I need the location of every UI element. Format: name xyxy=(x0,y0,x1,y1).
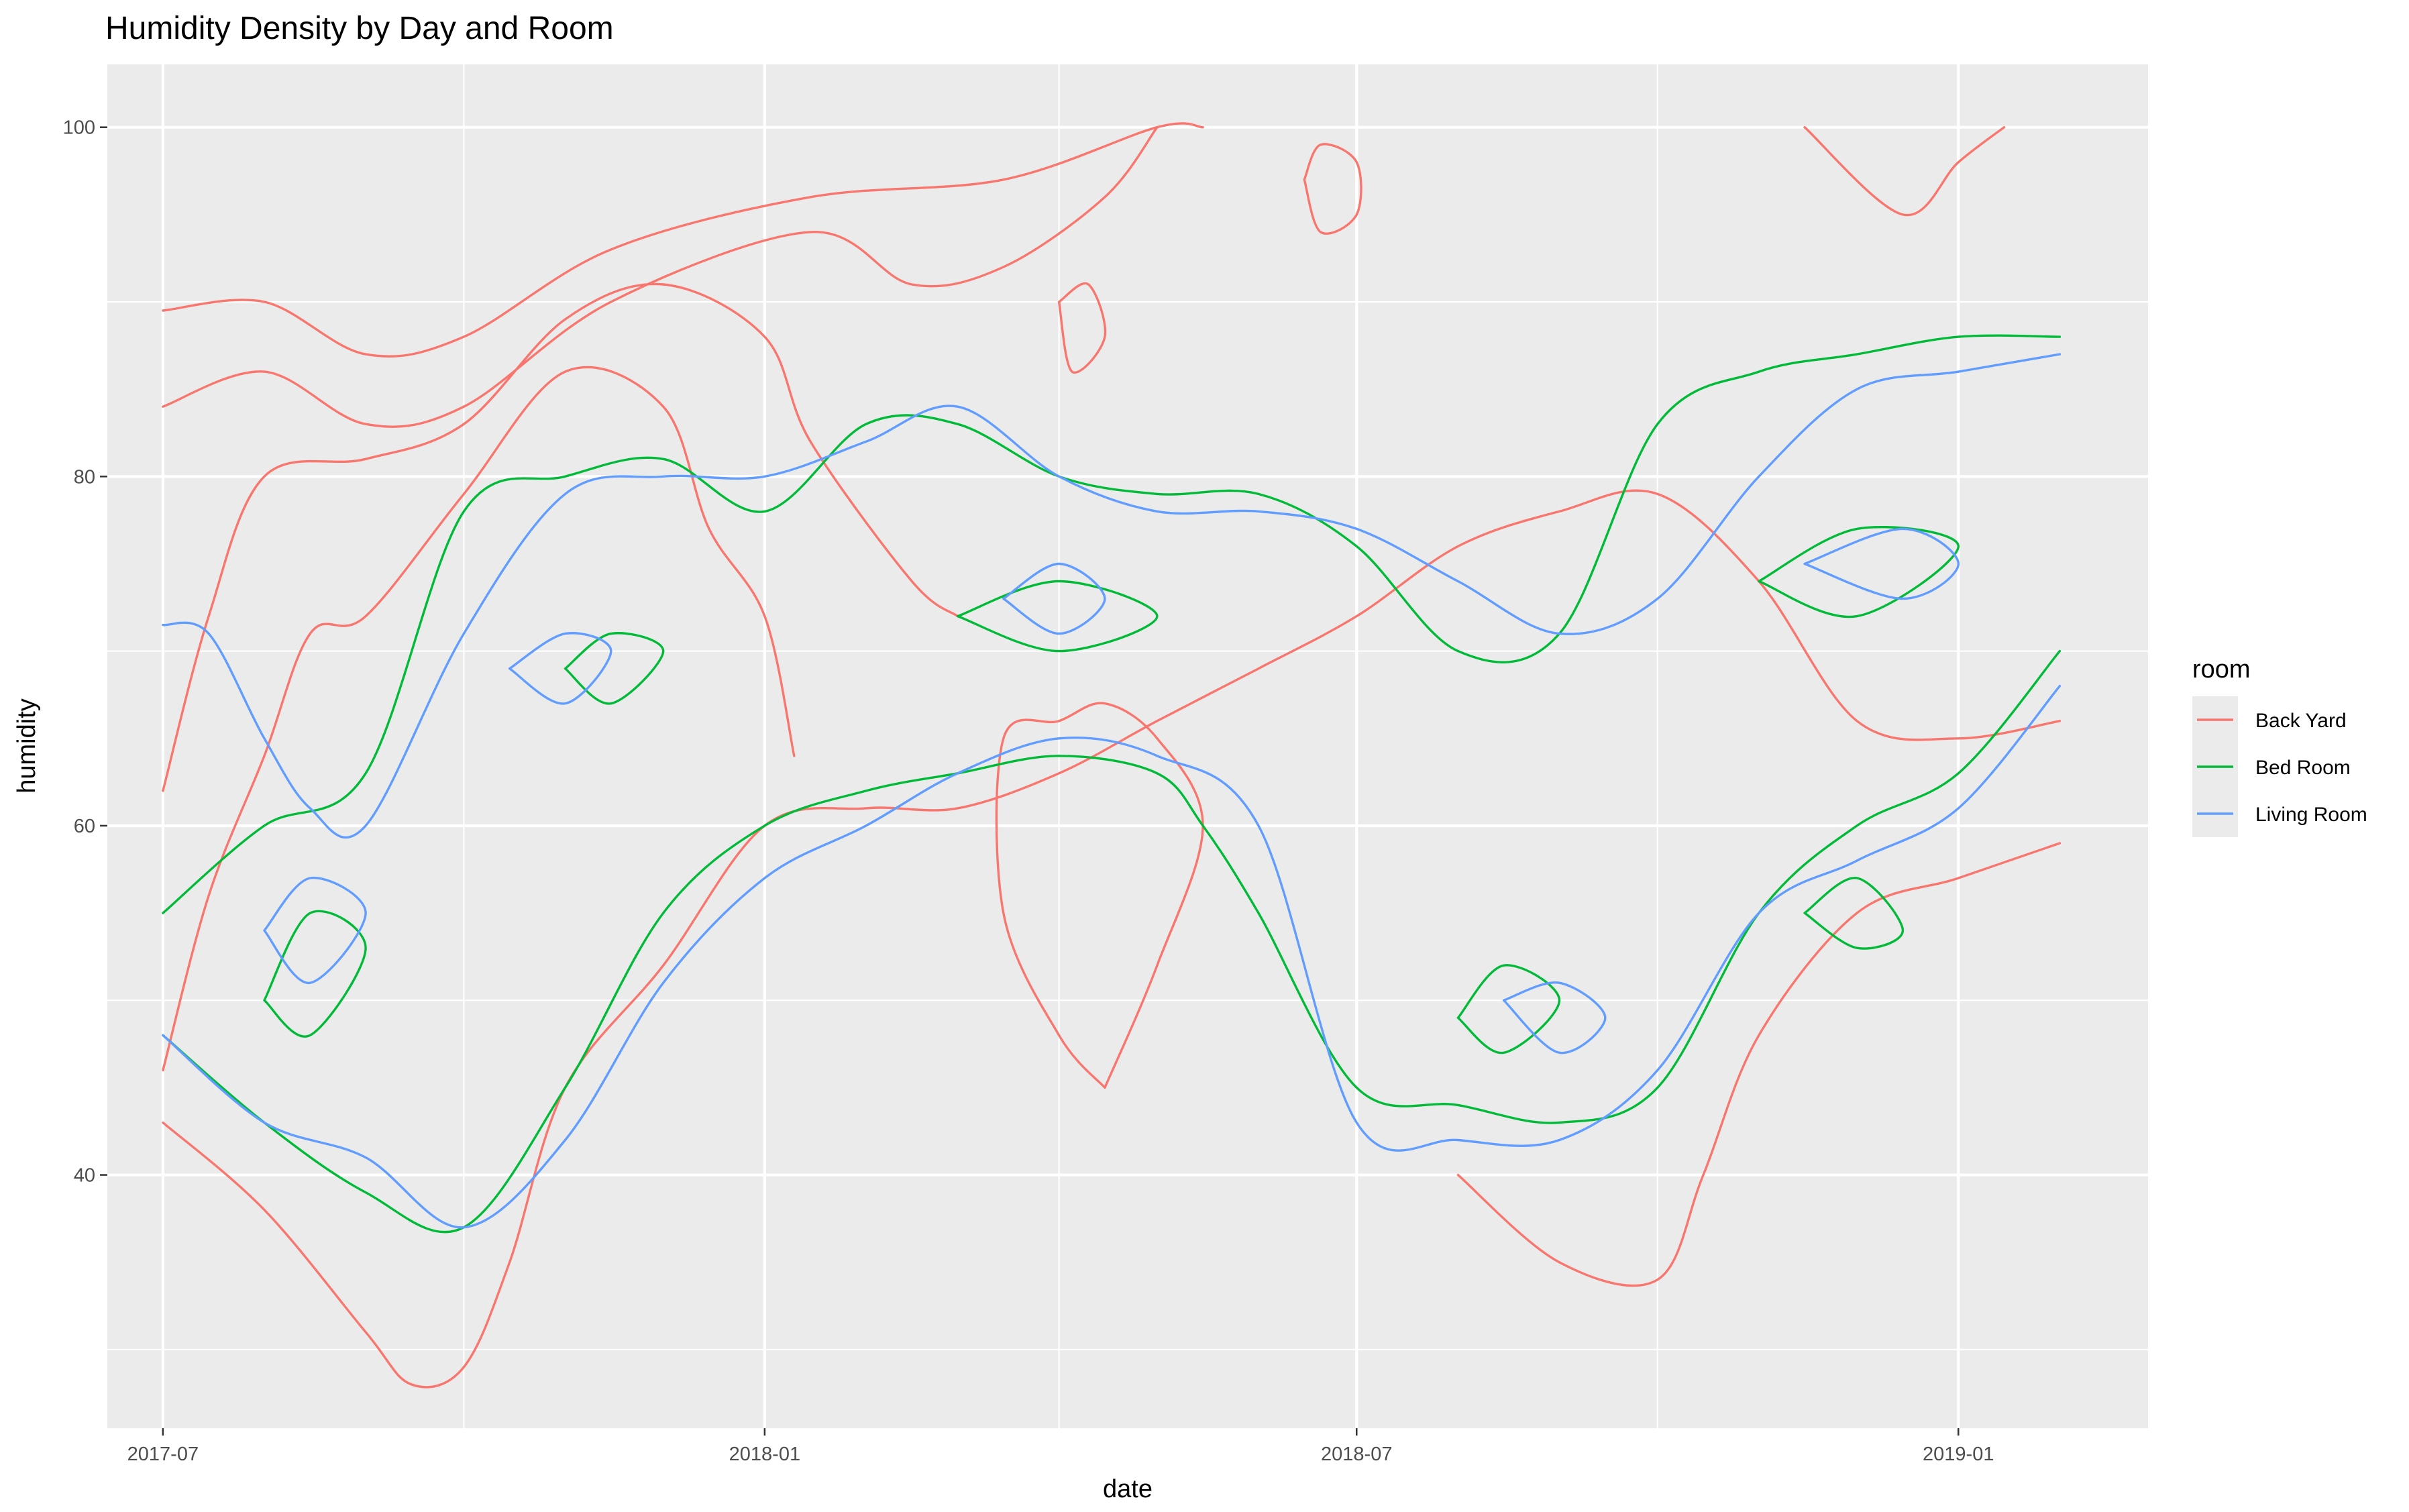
contour-line xyxy=(263,876,367,984)
contour-line xyxy=(162,685,2062,1229)
legend-item: Living Room xyxy=(2192,790,2367,837)
series-back-yard xyxy=(162,122,2062,1389)
x-tick-label: 2017-07 xyxy=(127,1444,199,1465)
contour-line xyxy=(1456,842,2062,1287)
contour-line xyxy=(1502,981,1607,1055)
contour-line xyxy=(162,334,2062,914)
contour-line xyxy=(956,580,1159,653)
contour-lines xyxy=(162,122,2062,1389)
gridlines xyxy=(107,64,2148,1428)
contour-line xyxy=(1057,282,1107,374)
legend-item: Bed Room xyxy=(2192,743,2351,790)
contour-line xyxy=(1002,562,1106,635)
y-tick-label: 100 xyxy=(63,117,95,139)
contour-line xyxy=(1758,525,1960,618)
legend-item: Back Yard xyxy=(2192,696,2347,743)
y-tick-label: 80 xyxy=(74,466,95,488)
contour-line xyxy=(162,122,1204,358)
contour-line xyxy=(1803,877,1905,950)
x-axis-title: date xyxy=(1103,1475,1153,1503)
contour-line xyxy=(263,910,367,1038)
y-axis: 40 60 80 100 xyxy=(63,117,107,1187)
legend-label: Back Yard xyxy=(2255,710,2347,732)
legend-label: Bed Room xyxy=(2255,757,2351,779)
contour-line xyxy=(162,126,1159,428)
contour-line xyxy=(1803,126,2006,217)
contour-line xyxy=(508,632,612,705)
contour-line xyxy=(162,649,2062,1234)
y-tick-label: 40 xyxy=(74,1165,95,1187)
contour-line xyxy=(564,632,665,705)
legend: room Back Yard Bed Room Living Room xyxy=(2192,655,2367,837)
contour-line xyxy=(162,366,796,1072)
legend-title: room xyxy=(2192,655,2251,684)
contour-line xyxy=(1803,527,1960,600)
x-axis: 2017-07 2018-01 2018-07 2019-01 xyxy=(127,1428,1994,1465)
legend-label: Living Room xyxy=(2255,804,2367,826)
y-tick-label: 60 xyxy=(74,816,95,837)
x-tick-label: 2019-01 xyxy=(1923,1444,1994,1465)
contour-line xyxy=(995,702,1204,1089)
contour-line xyxy=(1303,143,1362,235)
chart-title: Humidity Density by Day and Room xyxy=(105,11,614,46)
contour-line xyxy=(1456,964,1561,1055)
contour-line xyxy=(162,282,959,792)
y-axis-title: humidity xyxy=(13,698,41,794)
contour-line xyxy=(162,353,2062,839)
series-living-room xyxy=(162,353,2062,1229)
x-tick-label: 2018-07 xyxy=(1321,1444,1392,1465)
series-bed-room xyxy=(162,334,2062,1234)
x-tick-label: 2018-01 xyxy=(729,1444,800,1465)
